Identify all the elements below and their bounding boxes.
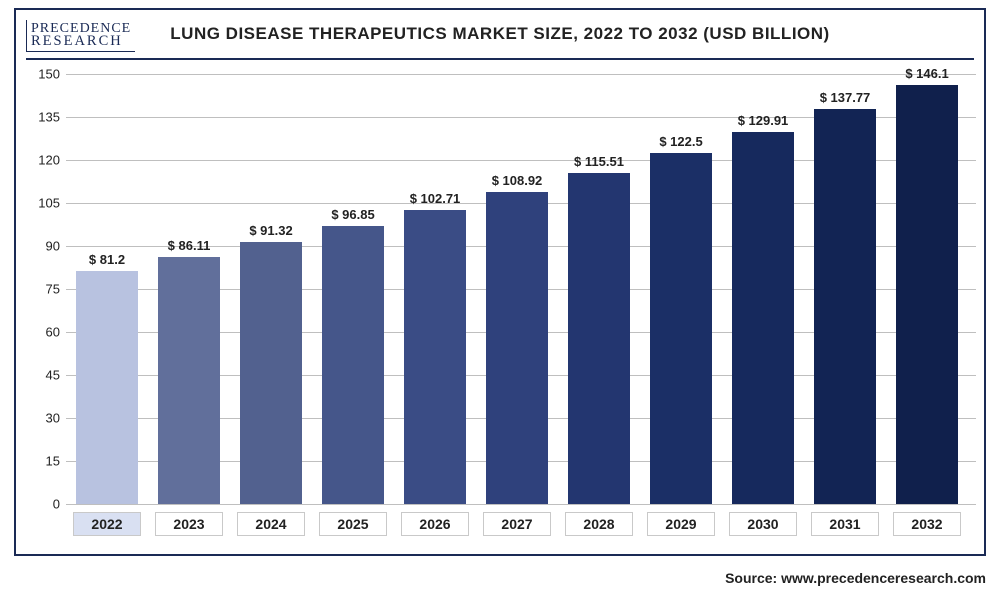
bar-value-label: $ 129.91 (732, 113, 794, 128)
bar-group: $ 91.32 (240, 242, 302, 504)
bar-value-label: $ 122.5 (650, 134, 712, 149)
y-tick-label: 60 (24, 325, 60, 340)
source-attribution: Source: www.precedenceresearch.com (725, 570, 986, 586)
y-tick-label: 90 (24, 239, 60, 254)
x-category-label: 2024 (237, 512, 305, 536)
bar (896, 85, 958, 504)
bar (404, 210, 466, 504)
bar-group: $ 81.2 (76, 271, 138, 504)
x-category-label: 2026 (401, 512, 469, 536)
bar (814, 109, 876, 504)
bar (240, 242, 302, 504)
bar (568, 173, 630, 504)
bar-group: $ 146.1 (896, 85, 958, 504)
bar (650, 153, 712, 504)
bar-value-label: $ 96.85 (322, 207, 384, 222)
bar-value-label: $ 115.51 (568, 154, 630, 169)
bar-value-label: $ 137.77 (814, 90, 876, 105)
bar-value-label: $ 146.1 (896, 66, 958, 81)
bars-container: $ 81.2 $ 86.11 $ 91.32 $ 96.85 $ 102.71 $ 108… (66, 74, 976, 504)
bar (732, 132, 794, 504)
y-tick-label: 15 (24, 454, 60, 469)
gridline (66, 504, 976, 505)
x-category-label: 2029 (647, 512, 715, 536)
bar-group: $ 122.5 (650, 153, 712, 504)
y-tick-label: 45 (24, 368, 60, 383)
bar-value-label: $ 102.71 (404, 191, 466, 206)
y-tick-label: 150 (24, 67, 60, 82)
bar (76, 271, 138, 504)
bar-group: $ 129.91 (732, 132, 794, 504)
x-category-label: 2032 (893, 512, 961, 536)
x-category-label: 2028 (565, 512, 633, 536)
bar-value-label: $ 91.32 (240, 223, 302, 238)
x-axis: 2022 2023 2024 2025 2026 2027 2028 2029 2030 2031… (66, 508, 976, 544)
bar-value-label: $ 108.92 (486, 173, 548, 188)
bar-value-label: $ 86.11 (158, 238, 220, 253)
bar (486, 192, 548, 504)
bar-value-label: $ 81.2 (76, 252, 138, 267)
bar-group: $ 102.71 (404, 210, 466, 504)
bar-group: $ 96.85 (322, 226, 384, 504)
bar (322, 226, 384, 504)
y-tick-label: 105 (24, 196, 60, 211)
y-tick-label: 135 (24, 110, 60, 125)
x-category-label: 2030 (729, 512, 797, 536)
bar-group: $ 86.11 (158, 257, 220, 504)
bar-group: $ 115.51 (568, 173, 630, 504)
x-category-label: 2023 (155, 512, 223, 536)
bar-group: $ 137.77 (814, 109, 876, 504)
chart-title: LUNG DISEASE THERAPEUTICS MARKET SIZE, 2… (16, 24, 984, 44)
y-tick-label: 75 (24, 282, 60, 297)
plot-area: 0153045607590105120135150 $ 81.2$ 86.11$… (66, 74, 976, 504)
y-tick-label: 30 (24, 411, 60, 426)
y-tick-label: 120 (24, 153, 60, 168)
x-category-label: 2025 (319, 512, 387, 536)
y-tick-label: 0 (24, 497, 60, 512)
x-category-label: 2031 (811, 512, 879, 536)
bar-group: $ 108.92 (486, 192, 548, 504)
title-divider (26, 58, 974, 60)
x-category-label: 2022 (73, 512, 141, 536)
x-category-label: 2027 (483, 512, 551, 536)
chart-frame: PRECEDENCE RESEARCH LUNG DISEASE THERAPE… (14, 8, 986, 556)
bar (158, 257, 220, 504)
